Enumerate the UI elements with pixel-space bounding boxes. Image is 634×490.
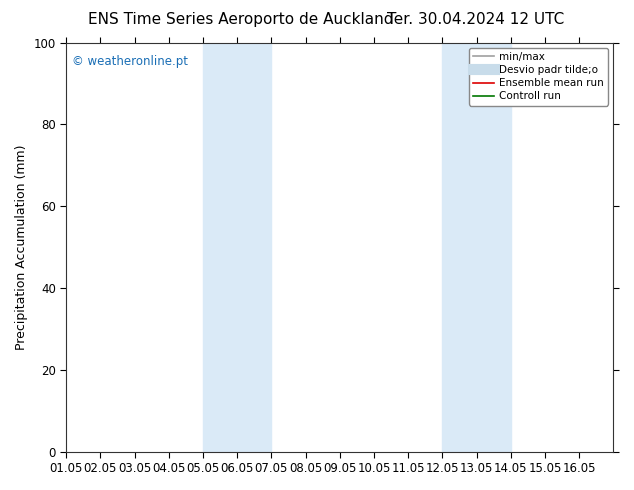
Text: © weatheronline.pt: © weatheronline.pt	[72, 55, 188, 68]
Bar	[443, 43, 511, 452]
Y-axis label: Precipitation Accumulation (mm): Precipitation Accumulation (mm)	[15, 145, 28, 350]
Text: Ter. 30.04.2024 12 UTC: Ter. 30.04.2024 12 UTC	[387, 12, 564, 27]
Text: ENS Time Series Aeroporto de Auckland: ENS Time Series Aeroporto de Auckland	[88, 12, 394, 27]
Legend: min/max, Desvio padr tilde;o, Ensemble mean run, Controll run: min/max, Desvio padr tilde;o, Ensemble m…	[469, 48, 608, 105]
Bar	[203, 43, 271, 452]
